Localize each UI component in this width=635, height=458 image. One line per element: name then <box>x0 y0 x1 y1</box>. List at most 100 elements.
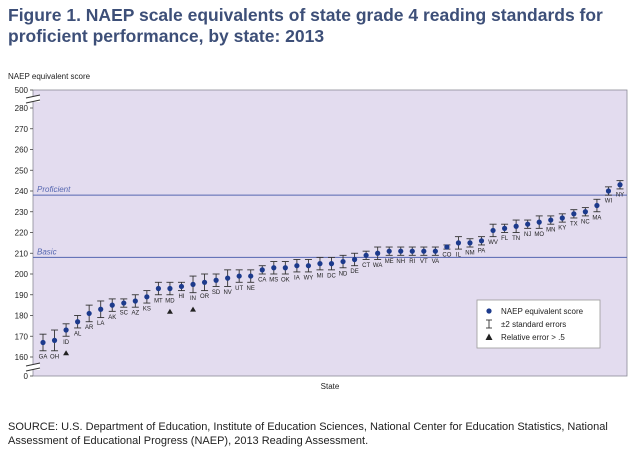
data-point <box>328 261 335 267</box>
state-label: CA <box>258 278 266 284</box>
state-label: WI <box>605 199 613 205</box>
data-point <box>351 256 358 263</box>
y-tick-label: 230 <box>15 208 29 217</box>
data-point <box>398 248 404 254</box>
state-label: MS <box>269 278 278 284</box>
data-point <box>282 265 288 271</box>
state-label: MI <box>317 273 324 279</box>
state-label: IA <box>294 275 300 281</box>
legend-dot-icon <box>486 308 492 314</box>
state-label: TX <box>570 221 578 227</box>
data-point <box>86 310 92 317</box>
state-label: UT <box>235 286 243 292</box>
state-label: LA <box>97 321 104 327</box>
data-point <box>109 302 115 308</box>
state-label: ND <box>339 271 348 277</box>
data-point <box>363 252 369 258</box>
y-tick-label: 280 <box>15 104 29 113</box>
data-point <box>75 319 81 325</box>
data-point <box>340 258 346 265</box>
state-label: NJ <box>524 232 531 238</box>
state-label: WA <box>373 263 382 269</box>
state-label: DE <box>350 269 358 275</box>
y-tick-label: 170 <box>15 332 29 341</box>
y-axis-label: NAEP equivalent score <box>8 72 91 81</box>
state-label: OH <box>50 354 59 360</box>
axis-break-mark <box>25 94 41 99</box>
y-tick-label: 200 <box>15 270 29 279</box>
state-label: SC <box>120 311 129 317</box>
relative-error-marker <box>63 350 70 356</box>
legend-item-label: Relative error > .5 <box>501 333 565 342</box>
data-point <box>121 300 127 306</box>
state-label: MT <box>154 298 163 304</box>
state-label: OK <box>281 278 290 284</box>
data-point <box>559 215 565 221</box>
legend-box <box>476 299 601 349</box>
axis-break-mark <box>25 99 41 104</box>
data-point <box>421 248 427 254</box>
state-label: SD <box>212 290 221 296</box>
y-tick-label: 0 <box>24 372 29 381</box>
data-point <box>617 182 623 188</box>
y-tick-label: 210 <box>15 249 29 258</box>
data-point <box>155 285 161 292</box>
data-point <box>178 283 185 290</box>
data-point <box>317 261 323 267</box>
state-label: GA <box>39 354 48 360</box>
data-point <box>582 209 588 215</box>
axis-break-mark <box>25 362 41 367</box>
state-label: KY <box>558 226 566 232</box>
source-note: SOURCE: U.S. Department of Education, In… <box>8 421 608 447</box>
data-point <box>571 211 577 217</box>
data-point <box>201 279 208 285</box>
data-point <box>467 240 473 246</box>
axis-break-gap <box>26 364 40 370</box>
y-tick-label: 270 <box>15 125 29 134</box>
y-tick-label: 240 <box>15 187 29 196</box>
data-point <box>271 265 277 271</box>
state-label: MA <box>592 215 601 221</box>
state-label: ID <box>63 340 70 346</box>
data-point <box>294 263 300 269</box>
relative-error-marker <box>190 306 197 312</box>
state-label: AL <box>74 331 82 337</box>
reference-line-label: Basic <box>37 247 57 256</box>
data-point <box>455 240 462 246</box>
state-label: IL <box>456 253 462 259</box>
state-label: MO <box>534 232 544 238</box>
data-point <box>305 263 312 269</box>
legend-item-label: ±2 standard errors <box>501 320 566 329</box>
legend-item-label: NAEP equivalent score <box>501 307 584 316</box>
data-point <box>167 285 173 292</box>
y-tick-label: 180 <box>15 312 29 321</box>
data-point <box>513 223 519 229</box>
data-point <box>536 219 542 225</box>
state-label: RI <box>409 259 415 265</box>
state-label: AR <box>85 325 94 331</box>
data-point <box>490 227 496 234</box>
data-point <box>144 294 150 300</box>
state-label: IN <box>190 296 196 302</box>
data-point <box>248 273 254 279</box>
state-label: NM <box>465 251 474 257</box>
axis-break-mark <box>25 367 41 372</box>
state-label: NE <box>247 286 255 292</box>
data-point <box>548 217 554 223</box>
y-tick-label: 220 <box>15 229 29 238</box>
state-label: DC <box>327 273 336 279</box>
data-point <box>409 248 415 254</box>
data-point <box>432 248 438 254</box>
legend-triangle-icon <box>485 333 493 340</box>
data-point <box>225 275 231 281</box>
y-tick-label: 250 <box>15 166 29 175</box>
state-label: VA <box>432 259 440 265</box>
state-label: ME <box>385 259 394 265</box>
figure-title: Figure 1. NAEP scale equivalents of stat… <box>8 5 603 46</box>
state-label: MN <box>546 228 555 234</box>
data-point <box>525 221 531 227</box>
state-label: NC <box>581 219 590 225</box>
data-point <box>444 244 450 250</box>
x-axis-label: State <box>321 382 340 391</box>
data-point <box>98 306 104 312</box>
